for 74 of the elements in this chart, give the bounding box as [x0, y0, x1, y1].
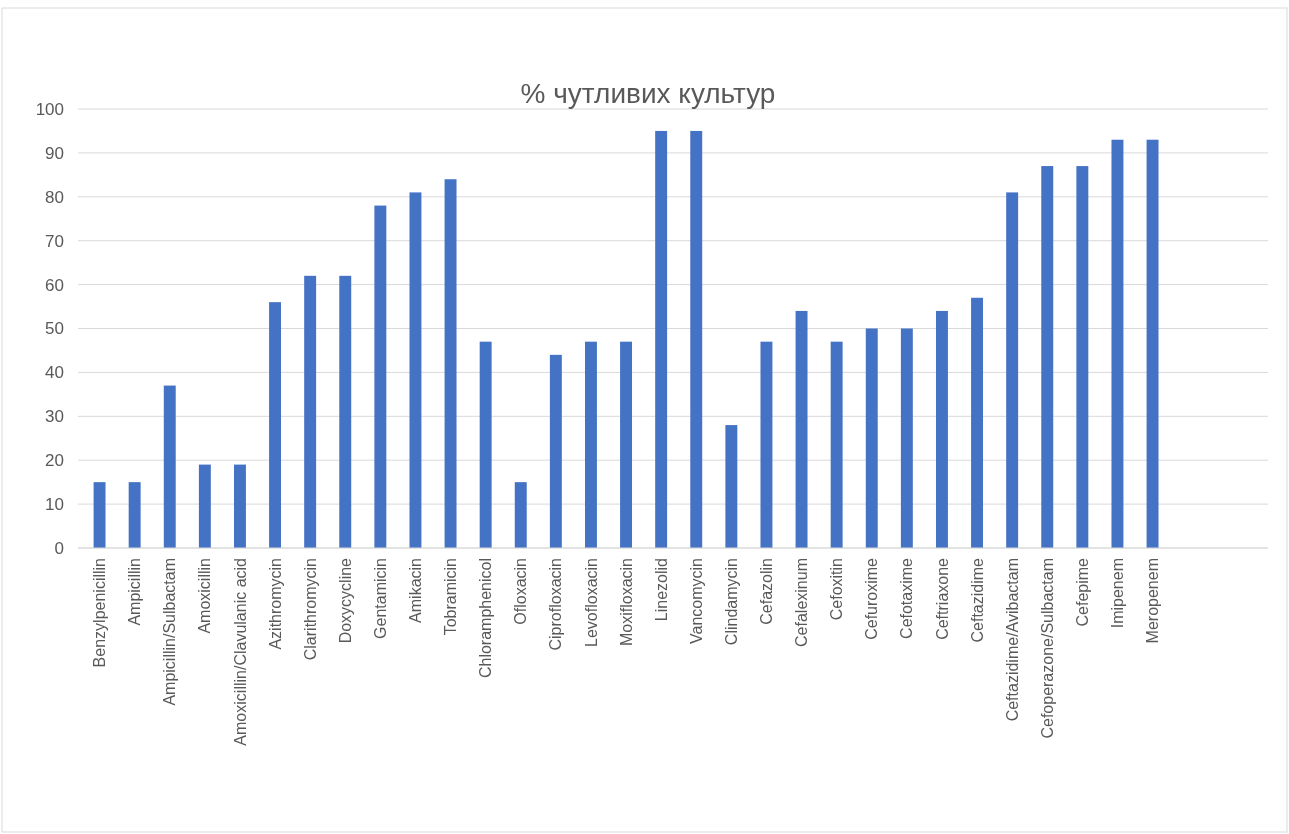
x-tick-label: Vancomycin: [687, 558, 705, 644]
bar: [1006, 192, 1019, 548]
x-tick-label: Linezolid: [652, 558, 670, 622]
x-tick-label: Ampicillin/Sulbactam: [161, 558, 179, 706]
bar: [339, 275, 352, 548]
bar: [1076, 166, 1089, 548]
bar: [795, 310, 808, 548]
bar: [725, 425, 738, 548]
y-tick-label: 0: [54, 538, 64, 558]
x-tick-label: Clarithromycin: [301, 558, 319, 661]
y-tick-label: 50: [45, 319, 64, 339]
bar: [971, 297, 984, 548]
x-tick-label: Cefazolin: [758, 558, 776, 625]
bar: [830, 341, 843, 548]
bar: [233, 464, 246, 548]
x-tick-label: Amoxicillin/Clavulanic acid: [231, 558, 249, 746]
x-tick-label: Cefotaxime: [898, 557, 916, 639]
bar: [269, 302, 282, 548]
x-tick-label: Cefoperazone/Sulbactam: [1038, 558, 1056, 739]
bar: [549, 354, 562, 548]
x-tick-label: Ceftazidime: [968, 557, 986, 643]
bar: [409, 192, 422, 548]
x-tick-label: Chloramphenicol: [477, 558, 495, 679]
x-tick-label: Levofloxacin: [582, 558, 600, 647]
bar: [1146, 139, 1159, 548]
bar: [865, 328, 878, 548]
x-tick-label: Amoxicillin: [196, 558, 214, 634]
y-tick-label: 20: [45, 451, 64, 471]
y-tick-label: 30: [45, 407, 64, 427]
bar: [444, 179, 457, 548]
y-tick-label: 90: [45, 143, 64, 163]
bar: [304, 275, 317, 548]
x-tick-label: Moxifloxacin: [617, 558, 635, 647]
bar: [655, 130, 668, 548]
x-tick-label: Cefepime: [1073, 557, 1091, 627]
bar: [514, 482, 527, 548]
x-tick-label: Clindamycin: [722, 558, 740, 646]
x-tick-label: Ampicillin: [126, 558, 144, 626]
bar: [900, 328, 913, 548]
x-tick-label: Cefalexinum: [793, 558, 811, 647]
x-tick-label: Tobramicin: [442, 558, 460, 636]
x-tick-label: Ofloxacin: [512, 558, 530, 625]
bar: [198, 464, 211, 548]
bar: [1041, 166, 1054, 548]
bar: [374, 205, 387, 548]
bar: [690, 130, 703, 548]
x-tick-label: Meropenem: [1144, 558, 1162, 644]
x-tick-label: Cefuroxime: [863, 557, 881, 640]
x-tick-label: Amikacin: [407, 558, 425, 623]
y-tick-label: 60: [45, 275, 64, 295]
bar: [620, 341, 633, 548]
bar: [935, 310, 948, 548]
x-tick-label: Ceftriaxone: [933, 557, 951, 640]
x-tick-label: Imipenem: [1109, 558, 1127, 629]
bar: [1111, 139, 1124, 548]
bar: [93, 482, 106, 548]
bar: [163, 385, 176, 548]
y-tick-label: 40: [45, 363, 64, 383]
x-tick-label: Benzylpenicillin: [91, 558, 109, 668]
chart-title: % чутливих культур: [520, 78, 776, 109]
y-tick-label: 100: [35, 99, 64, 119]
bar: [584, 341, 597, 548]
y-tick-label: 80: [45, 187, 64, 207]
y-tick-label: 10: [45, 495, 64, 515]
bar: [479, 341, 492, 548]
x-tick-label: Gentamicin: [371, 558, 389, 639]
bar: [128, 482, 141, 548]
x-tick-label: Doxycycline: [336, 557, 354, 644]
y-tick-label: 70: [45, 231, 64, 251]
x-tick-label: Ciprofloxacin: [547, 558, 565, 651]
bar: [760, 341, 773, 548]
x-tick-label: Azithromycin: [266, 558, 284, 650]
x-tick-label: Ceftazidime/Avibactam: [1003, 558, 1021, 722]
x-tick-label: Cefoxitin: [828, 558, 846, 621]
